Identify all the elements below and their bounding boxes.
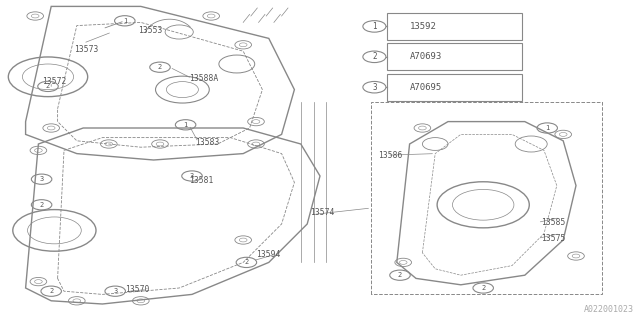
Text: 13581: 13581 <box>189 176 213 185</box>
Text: 2: 2 <box>481 285 485 291</box>
Text: 1: 1 <box>372 22 377 31</box>
Text: 2: 2 <box>46 84 50 89</box>
Text: 13570: 13570 <box>125 285 149 294</box>
Text: A70695: A70695 <box>410 83 442 92</box>
Text: 1: 1 <box>545 125 549 131</box>
Text: 3: 3 <box>40 176 44 182</box>
Text: 2: 2 <box>372 52 377 61</box>
Text: 1: 1 <box>184 122 188 128</box>
Text: 13583: 13583 <box>195 138 220 147</box>
Text: 13592: 13592 <box>410 22 436 31</box>
Text: 3: 3 <box>190 173 194 179</box>
Text: 13553: 13553 <box>138 26 162 35</box>
Text: 13572: 13572 <box>42 77 66 86</box>
Text: 13574: 13574 <box>310 208 335 217</box>
Text: A022001023: A022001023 <box>584 305 634 314</box>
Text: 13588A: 13588A <box>189 74 218 83</box>
Text: 13573: 13573 <box>74 45 98 54</box>
Text: 2: 2 <box>158 64 162 70</box>
Text: 3: 3 <box>113 288 117 294</box>
Text: 2: 2 <box>49 288 53 294</box>
Text: 13586: 13586 <box>378 151 402 160</box>
Text: A70693: A70693 <box>410 52 442 61</box>
Text: 13585: 13585 <box>541 218 565 227</box>
Text: 13594: 13594 <box>256 250 280 259</box>
Text: 2: 2 <box>40 202 44 208</box>
Text: 2: 2 <box>398 272 402 278</box>
Text: 2: 2 <box>244 260 248 265</box>
Text: 1: 1 <box>123 18 127 24</box>
Text: 3: 3 <box>372 83 377 92</box>
Text: 13575: 13575 <box>541 234 565 243</box>
